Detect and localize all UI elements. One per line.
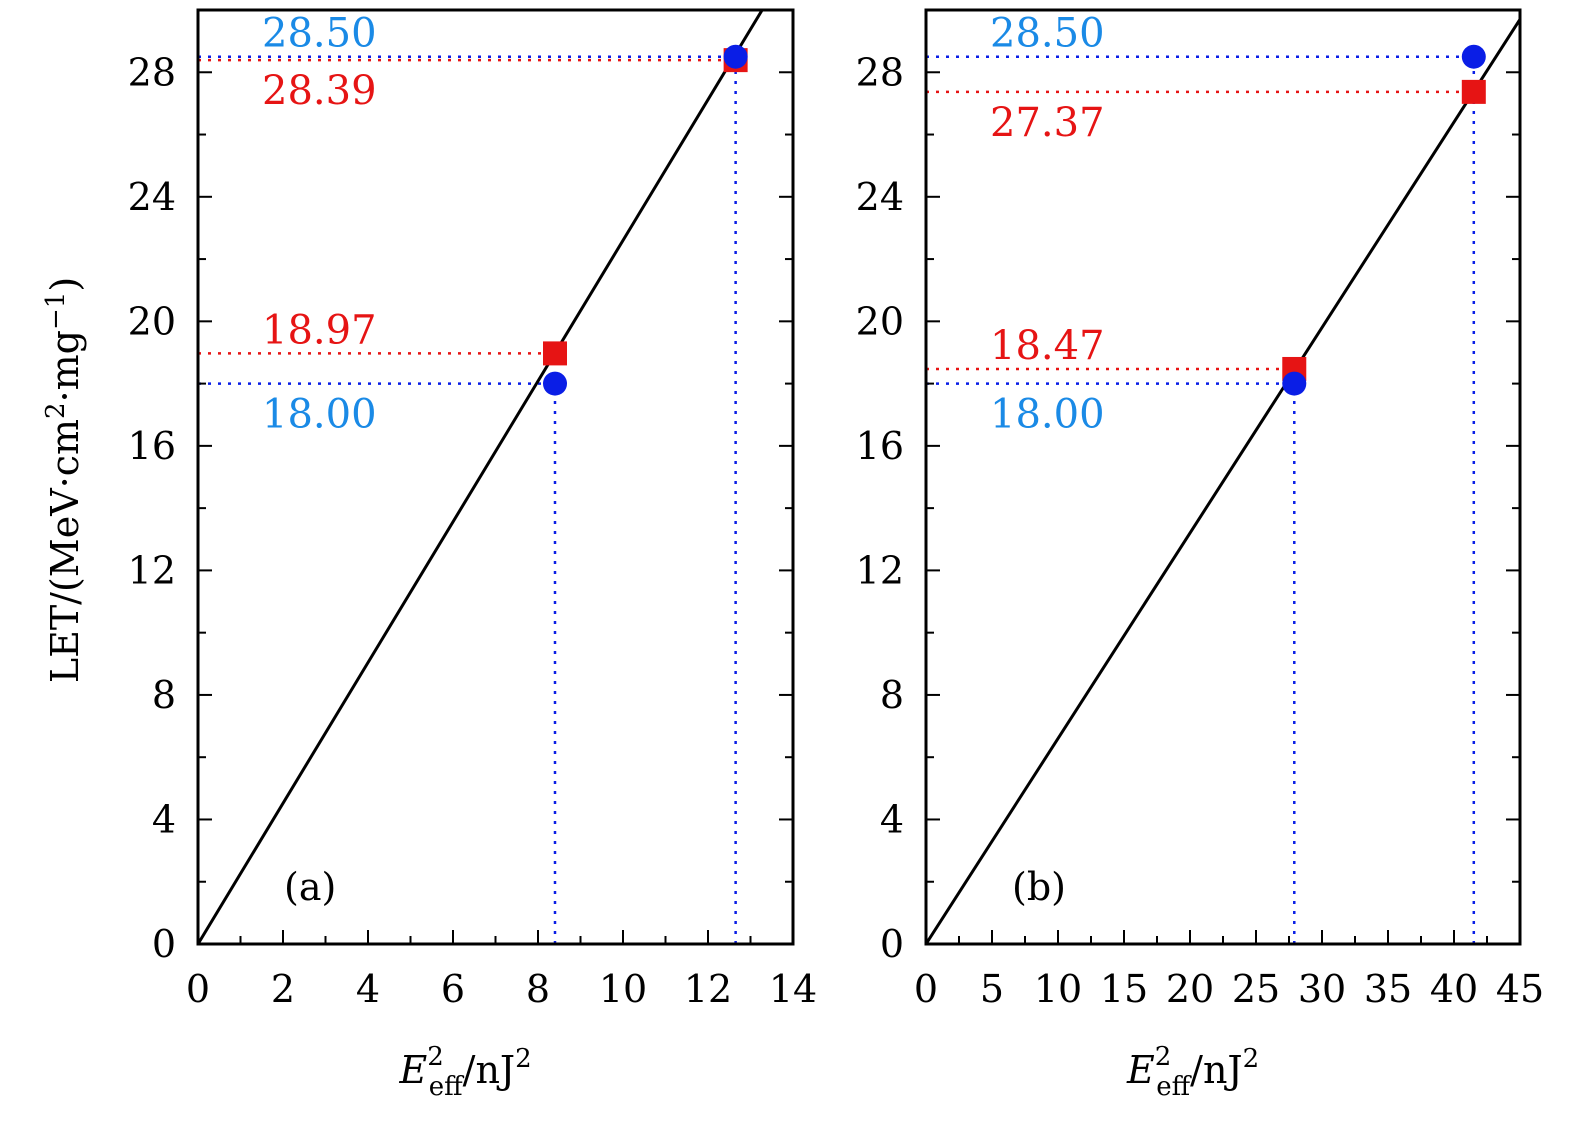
y-tick-label: 24 — [856, 175, 904, 219]
value-label-28-50: 28.50 — [990, 11, 1105, 57]
x-tick-label: 25 — [1232, 967, 1280, 1011]
fit-line — [198, 10, 764, 944]
y-tick-label: 8 — [152, 673, 176, 717]
value-label-18-97: 18.97 — [262, 307, 377, 353]
value-label-18-47: 18.47 — [990, 323, 1105, 369]
value-label-18-00: 18.00 — [262, 392, 377, 438]
panel-label: (a) — [284, 865, 336, 909]
y-axis-label: LET/(MeV·cm2·mg−1) — [41, 277, 87, 683]
value-label-28-39: 28.39 — [262, 68, 377, 114]
x-tick-label: 10 — [1034, 967, 1082, 1011]
blue-circle-point-1 — [1461, 44, 1486, 69]
x-tick-label: 6 — [441, 967, 465, 1011]
red-square-point-0 — [543, 341, 567, 366]
y-tick-label: 16 — [856, 424, 904, 468]
value-label-28-50: 28.50 — [262, 11, 377, 57]
x-tick-label: 10 — [599, 967, 647, 1011]
y-tick-label: 20 — [856, 299, 904, 343]
y-tick-label: 0 — [152, 922, 176, 966]
y-tick-label: 12 — [128, 548, 176, 592]
y-tick-label: 0 — [880, 922, 904, 966]
x-tick-label: 4 — [356, 967, 380, 1011]
x-tick-label: 0 — [914, 967, 938, 1011]
x-tick-label: 14 — [769, 967, 817, 1011]
x-tick-label: 8 — [526, 967, 550, 1011]
x-tick-label: 35 — [1364, 967, 1412, 1011]
y-tick-label: 16 — [128, 424, 176, 468]
y-tick-label: 4 — [152, 797, 176, 841]
y-tick-label: 20 — [128, 299, 176, 343]
x-tick-label: 30 — [1298, 967, 1346, 1011]
x-axis-label: E2 eff/nJ2 — [399, 1042, 532, 1102]
x-tick-label: 40 — [1430, 967, 1478, 1011]
y-tick-label: 4 — [880, 797, 904, 841]
x-axis-label: E2 eff/nJ2 — [1126, 1042, 1259, 1102]
y-tick-label: 24 — [128, 175, 176, 219]
x-tick-label: 15 — [1100, 967, 1148, 1011]
blue-circle-point-0 — [543, 371, 567, 396]
fit-line — [926, 18, 1520, 944]
x-tick-label: 0 — [186, 967, 210, 1011]
x-tick-label: 2 — [271, 967, 295, 1011]
y-tick-label: 8 — [880, 673, 904, 717]
blue-circle-point-1 — [723, 44, 748, 69]
value-label-27-37: 27.37 — [990, 100, 1105, 146]
plot-frame — [196, 8, 795, 946]
y-tick-label: 28 — [856, 50, 904, 94]
y-tick-label: 28 — [128, 50, 176, 94]
x-tick-label: 45 — [1496, 967, 1544, 1011]
x-tick-label: 12 — [684, 967, 732, 1011]
y-tick-label: 12 — [856, 548, 904, 592]
red-square-point-1 — [1461, 79, 1486, 104]
value-label-18-00: 18.00 — [990, 392, 1105, 438]
x-tick-label: 20 — [1166, 967, 1214, 1011]
blue-circle-point-0 — [1282, 371, 1307, 396]
x-tick-label: 5 — [980, 967, 1004, 1011]
panel-label: (b) — [1012, 865, 1066, 909]
